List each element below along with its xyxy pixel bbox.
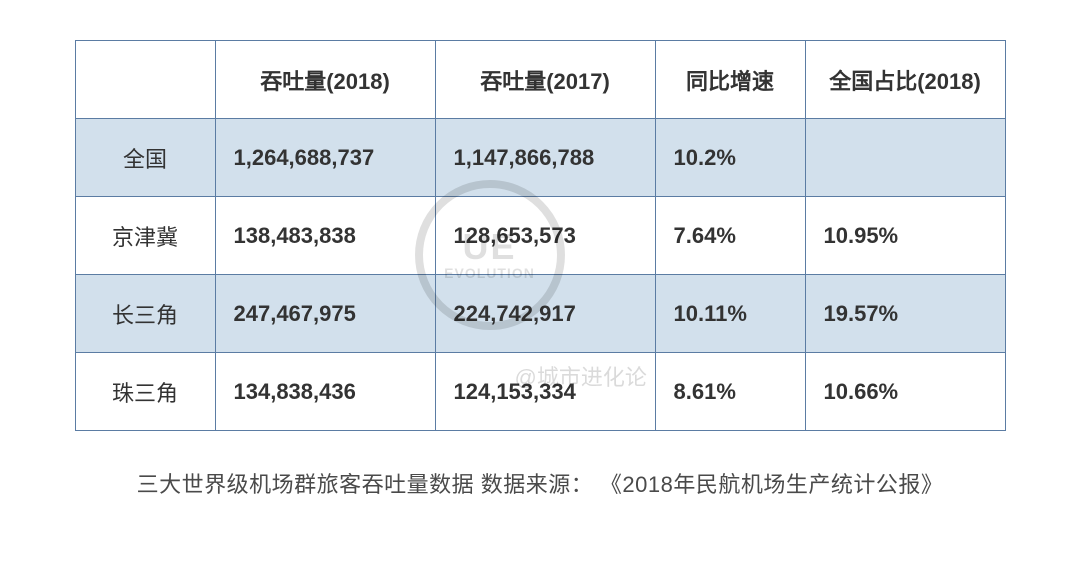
col-header-2017: 吞吐量(2017) [435,41,655,119]
table-row: 全国1,264,688,7371,147,866,78810.2% [75,119,1005,197]
row-label: 全国 [75,119,215,197]
cell-2017: 224,742,917 [435,275,655,353]
cell-share: 10.95% [805,197,1005,275]
table-container: UE EVOLUTION @城市进化论 吞吐量(2018) 吞吐量(2017) … [75,40,1006,431]
row-label: 京津冀 [75,197,215,275]
table-row: 京津冀138,483,838128,653,5737.64%10.95% [75,197,1005,275]
row-label: 珠三角 [75,353,215,431]
cell-2017: 128,653,573 [435,197,655,275]
col-header-share: 全国占比(2018) [805,41,1005,119]
cell-2018: 1,264,688,737 [215,119,435,197]
cell-2018: 247,467,975 [215,275,435,353]
cell-growth: 10.11% [655,275,805,353]
table-row: 珠三角134,838,436124,153,3348.61%10.66% [75,353,1005,431]
cell-growth: 7.64% [655,197,805,275]
throughput-table: 吞吐量(2018) 吞吐量(2017) 同比增速 全国占比(2018) 全国1,… [75,40,1006,431]
caption-text: 三大世界级机场群旅客吞吐量数据 数据来源： 《2018年民航机场生产统计公报》 [137,467,944,499]
cell-2018: 134,838,436 [215,353,435,431]
cell-growth: 8.61% [655,353,805,431]
col-header-growth: 同比增速 [655,41,805,119]
cell-share: 19.57% [805,275,1005,353]
cell-2018: 138,483,838 [215,197,435,275]
cell-share: 10.66% [805,353,1005,431]
table-header-row: 吞吐量(2018) 吞吐量(2017) 同比增速 全国占比(2018) [75,41,1005,119]
table-row: 长三角247,467,975224,742,91710.11%19.57% [75,275,1005,353]
cell-2017: 124,153,334 [435,353,655,431]
row-label: 长三角 [75,275,215,353]
col-header-2018: 吞吐量(2018) [215,41,435,119]
cell-2017: 1,147,866,788 [435,119,655,197]
cell-share [805,119,1005,197]
cell-growth: 10.2% [655,119,805,197]
col-header-blank [75,41,215,119]
